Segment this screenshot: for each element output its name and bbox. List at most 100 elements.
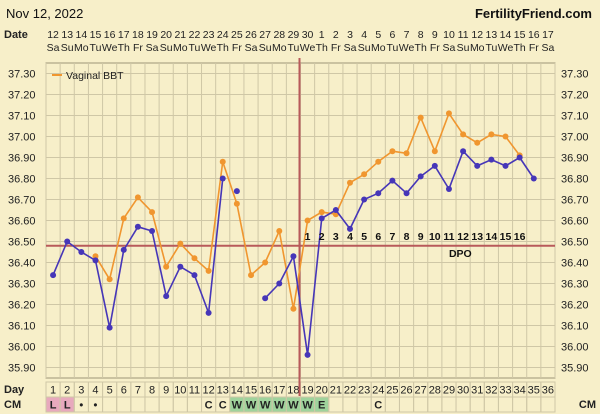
series-1-point <box>488 156 495 163</box>
date-cell: 17 <box>542 29 554 41</box>
series-0-point <box>106 276 113 283</box>
dpo-number: 12 <box>457 231 469 243</box>
day-row-label: Day <box>4 384 25 396</box>
series-1-point <box>346 225 353 232</box>
series-0-segment <box>363 161 379 175</box>
weekday-cell: Th <box>118 42 130 54</box>
series-0-segment <box>419 117 436 152</box>
cycle-day-cell: 17 <box>273 385 285 397</box>
dpo-number: 6 <box>375 231 381 243</box>
date-cell: 11 <box>458 29 469 41</box>
series-1-point <box>431 162 438 169</box>
weekday-cell: We <box>399 42 415 54</box>
series-0-point <box>403 150 410 157</box>
date-cell: 14 <box>76 29 88 41</box>
date-cell: 7 <box>404 29 410 41</box>
series-0-segment <box>236 203 252 276</box>
cycle-day-cell: 5 <box>107 385 113 397</box>
date-cell: 14 <box>500 29 512 41</box>
series-1-point <box>149 228 156 234</box>
weekday-cell: Su <box>61 42 74 54</box>
series-1-segment <box>518 157 535 179</box>
y-tick-label-left: 36.50 <box>8 237 36 249</box>
date-cell: 6 <box>389 29 395 41</box>
dpo-number: 5 <box>361 231 367 243</box>
date-cell: 12 <box>47 29 59 41</box>
y-tick-label-left: 36.20 <box>8 300 36 312</box>
series-0-point <box>375 158 382 165</box>
y-tick-label-right: 36.30 <box>561 279 589 291</box>
date-cell: 3 <box>347 29 353 41</box>
weekday-cell: Su <box>358 42 371 54</box>
y-tick-label-left: 36.10 <box>8 321 36 333</box>
series-0-point <box>177 240 184 247</box>
series-1-point <box>106 324 113 331</box>
series-1-segment <box>292 256 309 356</box>
dpo-label: DPO <box>449 248 472 260</box>
date-cell: 25 <box>231 29 243 41</box>
series-1-point <box>389 177 396 184</box>
series-1-point <box>163 293 170 300</box>
cycle-day-cell: 27 <box>415 385 427 397</box>
series-0-point <box>488 131 495 138</box>
series-0-segment <box>292 220 309 309</box>
y-tick-label-right: 37.10 <box>561 111 589 123</box>
y-tick-label-left: 36.30 <box>8 279 36 291</box>
series-1-point <box>460 148 467 155</box>
dpo-number: 2 <box>319 231 325 243</box>
y-tick-label-right: 36.40 <box>561 258 589 270</box>
y-tick-label-right: 36.70 <box>561 195 589 207</box>
cycle-day-cell: 8 <box>149 385 155 397</box>
cycle-day-cell: 21 <box>330 385 342 397</box>
cycle-day-cell: 6 <box>121 385 127 397</box>
date-cell: 26 <box>245 29 257 41</box>
series-0-segment <box>137 196 153 213</box>
series-1-point <box>50 272 57 279</box>
date-cell: 28 <box>273 29 285 41</box>
series-1-segment <box>335 209 351 230</box>
dpo-number: 11 <box>443 231 454 243</box>
y-tick-label-left: 36.60 <box>8 216 36 228</box>
weekday-cell: Su <box>160 42 173 54</box>
cycle-day-cell: 14 <box>231 385 243 397</box>
weekday-cell: Su <box>259 42 272 54</box>
series-1-point <box>233 188 240 195</box>
cycle-day-cell: 3 <box>78 385 84 397</box>
series-1-segment <box>94 260 111 328</box>
series-1-segment <box>278 255 295 284</box>
cycle-day-cell: 18 <box>287 385 299 397</box>
series-1-segment <box>448 150 464 190</box>
cycle-day-cell: 1 <box>50 385 56 397</box>
cm-cell: W <box>302 400 313 412</box>
series-1-point <box>276 280 283 287</box>
y-tick-label-left: 36.80 <box>8 174 36 186</box>
weekday-cell: Fr <box>232 42 242 54</box>
cycle-day-cell: 2 <box>64 385 70 397</box>
date-cell: 16 <box>528 29 540 41</box>
dpo-number: 10 <box>429 231 441 243</box>
weekday-cell: Sa <box>542 42 555 54</box>
series-0-segment <box>123 196 139 219</box>
series-0-point <box>233 200 240 207</box>
weekday-cell: Mo <box>74 42 89 54</box>
weekday-cell: Fr <box>331 42 341 54</box>
series-1-segment <box>377 180 393 194</box>
weekday-cell: We <box>102 42 118 54</box>
weekday-cell: Sa <box>344 42 357 54</box>
cycle-day-cell: 16 <box>259 385 271 397</box>
cm-cell: W <box>260 400 271 412</box>
cm-cell: C <box>205 400 213 412</box>
cycle-day-cell: 7 <box>135 385 141 397</box>
series-0-point <box>389 148 396 155</box>
y-tick-label-left: 37.30 <box>8 69 36 81</box>
date-cell: 21 <box>174 29 186 41</box>
y-tick-label-left: 36.70 <box>8 195 36 207</box>
date-cell: 12 <box>471 29 483 41</box>
cm-cell: W <box>232 400 243 412</box>
series-0-point <box>92 253 99 260</box>
series-1-point <box>502 162 509 169</box>
date-cell: 5 <box>375 29 381 41</box>
weekday-cell: Mo <box>371 42 386 54</box>
cm-cell: E <box>318 400 325 412</box>
series-0-segment <box>434 113 450 152</box>
